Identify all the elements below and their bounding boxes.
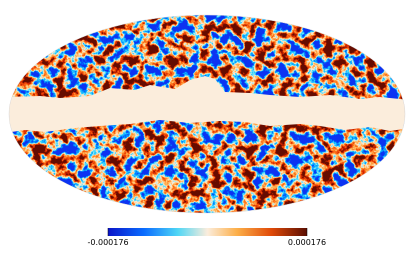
- map-field: [9, 15, 405, 213]
- map-outline: [8, 14, 406, 214]
- colorbar: [108, 228, 307, 236]
- colorbar-min-label: -0.000176: [87, 238, 128, 247]
- colorbar-max-label: 0.000176: [288, 238, 326, 247]
- galactic-mask: [9, 76, 405, 133]
